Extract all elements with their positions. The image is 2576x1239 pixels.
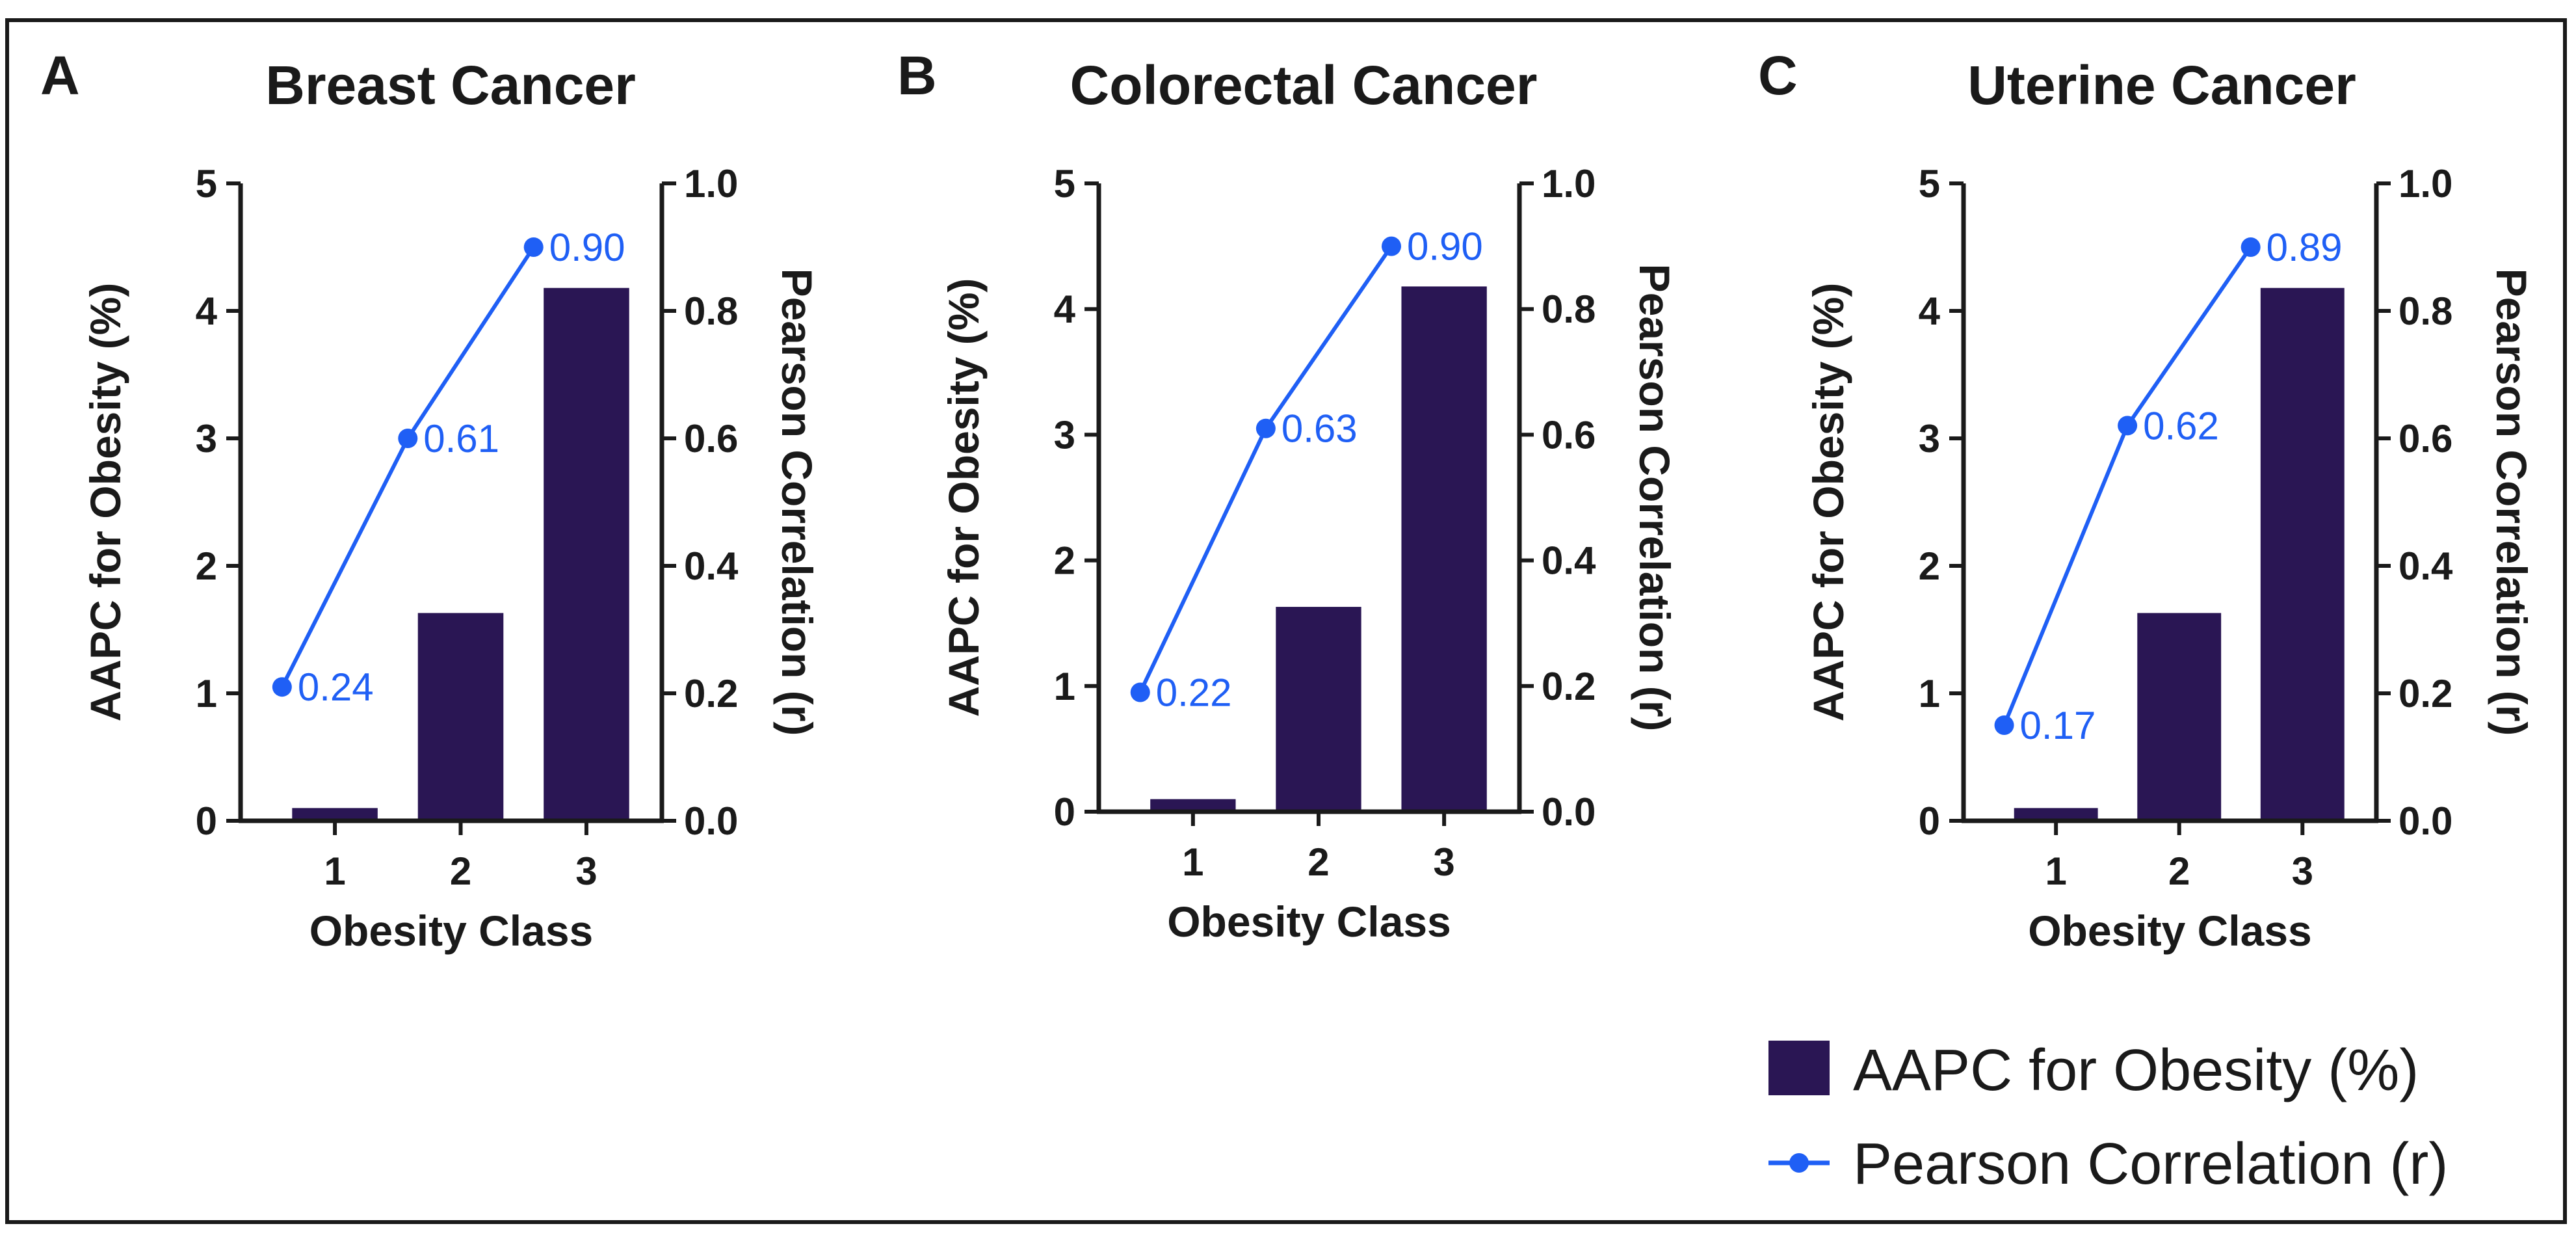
panel-letter: C: [1758, 45, 1798, 106]
x-tick-label: 1: [2045, 849, 2066, 893]
bar-class-3: [2260, 287, 2345, 821]
bar-class-2: [417, 613, 504, 821]
panel-title: Colorectal Cancer: [1070, 55, 1538, 116]
x-axis-title: Obesity Class: [309, 907, 594, 955]
y-left-tick-label: 1: [1919, 672, 1940, 715]
y-right-tick-label: 0.8: [2399, 289, 2452, 333]
x-tick-label: 3: [1433, 840, 1454, 884]
correlation-label: 0.90: [1407, 225, 1483, 269]
y-left-tick-label: 1: [196, 672, 217, 715]
y-left-tick-label: 1: [1054, 665, 1075, 708]
correlation-point: [1382, 236, 1402, 256]
x-axis-title: Obesity Class: [2028, 907, 2312, 955]
y-left-tick-label: 0: [1054, 790, 1075, 834]
y-axis-title-left: AAPC for Obesity (%): [81, 283, 129, 722]
panel-title: Breast Cancer: [265, 55, 636, 116]
y-right-tick-label: 0.0: [1542, 790, 1596, 834]
bar-class-2: [1276, 607, 1361, 812]
y-right-tick-label: 0.6: [684, 417, 738, 460]
y-left-tick-label: 0: [196, 799, 217, 843]
correlation-label: 0.22: [1156, 671, 1232, 714]
correlation-label: 0.24: [298, 665, 374, 709]
y-left-tick-label: 0: [1919, 799, 1940, 843]
y-left-tick-label: 4: [1919, 289, 1941, 333]
y-right-tick-label: 0.8: [1542, 287, 1596, 331]
x-tick-label: 1: [324, 849, 345, 893]
bar-class-2: [2137, 613, 2222, 821]
correlation-point: [2118, 416, 2138, 436]
legend-line-marker: [1789, 1153, 1809, 1173]
y-left-tick-label: 2: [196, 544, 217, 588]
x-tick-label: 2: [2168, 849, 2190, 893]
correlation-label: 0.63: [1281, 407, 1358, 451]
y-left-tick-label: 4: [196, 289, 218, 333]
correlation-label: 0.62: [2143, 404, 2219, 447]
y-axis-title-left: AAPC for Obesity (%): [1804, 283, 1852, 722]
x-tick-label: 3: [575, 849, 597, 893]
bar-class-1: [1150, 799, 1236, 812]
y-left-tick-label: 3: [196, 417, 217, 460]
bar-class-3: [1401, 286, 1487, 812]
x-tick-label: 2: [1308, 840, 1329, 884]
y-axis-title-right: Pearson Correlation (r): [773, 269, 821, 736]
panel-b: B Colorectal Cancer 0 1 2 3 4 5 0.0 0.2 0.4 0.6 0.8 1…: [897, 45, 1679, 946]
bar-class-1: [2014, 808, 2098, 821]
y-right-tick-label: 0.2: [684, 672, 738, 715]
y-right-tick-label: 0.0: [2399, 799, 2452, 843]
y-right-tick-label: 0.4: [1542, 539, 1596, 583]
panel-letter: A: [40, 45, 80, 106]
correlation-label: 0.61: [423, 417, 499, 460]
y-left-tick-label: 5: [1054, 162, 1075, 206]
y-right-tick-label: 0.4: [684, 544, 739, 588]
y-right-tick-label: 0.0: [684, 799, 738, 843]
correlation-point: [1130, 682, 1150, 702]
correlation-point: [1255, 418, 1276, 438]
y-axis-title-right: Pearson Correlation (r): [2488, 269, 2536, 736]
y-right-tick-label: 0.6: [2399, 417, 2452, 460]
y-axis-title-right: Pearson Correlation (r): [1631, 264, 1679, 732]
panel-title: Uterine Cancer: [1967, 55, 2356, 116]
y-right-tick-label: 0.4: [2399, 544, 2453, 588]
legend-bar-label: AAPC for Obesity (%): [1853, 1038, 2419, 1103]
y-right-tick-label: 1.0: [684, 162, 738, 206]
y-right-tick-label: 1.0: [2399, 162, 2452, 206]
y-left-tick-label: 3: [1919, 417, 1940, 460]
correlation-point: [2241, 237, 2261, 257]
y-left-tick-label: 2: [1919, 544, 1940, 588]
panel-c: C Uterine Cancer 0 1 2 3 4 5 0.0 0.2 0.4 0.6 0.8 1.0 1…: [1758, 45, 2536, 955]
legend: AAPC for Obesity (%) Pearson Correlation…: [1768, 1038, 2448, 1197]
correlation-point: [398, 429, 418, 448]
y-left-tick-label: 5: [1919, 162, 1940, 206]
y-axis-title-left: AAPC for Obesity (%): [940, 278, 988, 717]
y-right-tick-label: 0.2: [2399, 672, 2452, 715]
y-left-tick-label: 3: [1054, 413, 1075, 457]
x-tick-label: 2: [450, 849, 471, 893]
x-tick-label: 3: [2292, 849, 2313, 893]
correlation-point: [1994, 715, 2014, 735]
y-right-tick-label: 0.8: [684, 289, 738, 333]
legend-bar-swatch: [1768, 1041, 1830, 1095]
correlation-point: [523, 237, 544, 257]
correlation-label: 0.90: [549, 226, 625, 269]
panel-letter: B: [897, 45, 937, 106]
bar-class-1: [292, 808, 378, 821]
y-left-tick-label: 2: [1054, 539, 1075, 583]
correlation-label: 0.17: [2020, 704, 2096, 747]
x-axis-title: Obesity Class: [1167, 898, 1451, 946]
legend-line-label: Pearson Correlation (r): [1853, 1132, 2448, 1197]
y-right-tick-label: 0.6: [1542, 413, 1596, 457]
x-tick-label: 1: [1182, 840, 1203, 884]
bar-class-3: [544, 287, 629, 821]
panel-a: A Breast Cancer 0 1 2 3 4 5 0.0 0.2 0.4 0.6 0.8 1.0 1 2…: [40, 45, 821, 955]
y-left-tick-label: 4: [1054, 287, 1076, 331]
y-left-tick-label: 5: [196, 162, 217, 206]
correlation-label: 0.89: [2267, 226, 2343, 269]
y-right-tick-label: 1.0: [1542, 162, 1596, 206]
correlation-point: [272, 677, 292, 697]
y-right-tick-label: 0.2: [1542, 665, 1596, 708]
